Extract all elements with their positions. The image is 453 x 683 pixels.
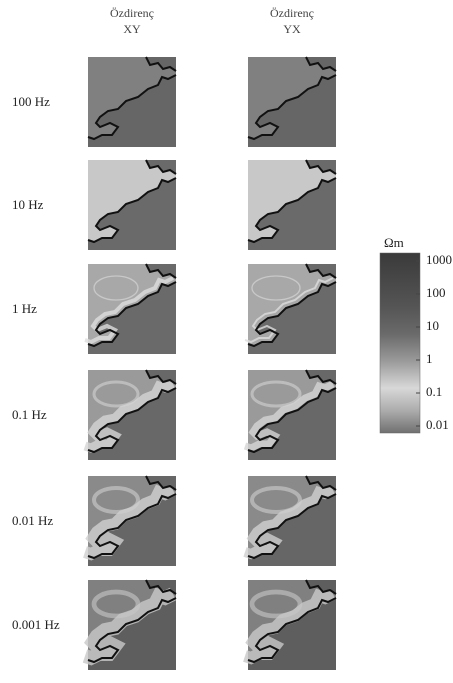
coastline bbox=[87, 281, 177, 348]
coastline bbox=[305, 475, 337, 491]
map-halo bbox=[249, 589, 303, 619]
map-halo bbox=[243, 588, 336, 665]
coastline bbox=[145, 56, 177, 72]
coastline bbox=[247, 177, 337, 244]
map-halo bbox=[243, 485, 336, 560]
coastline bbox=[145, 159, 177, 175]
resistivity-map bbox=[87, 159, 177, 250]
resistivity-map bbox=[244, 263, 337, 354]
coastline bbox=[247, 74, 337, 141]
column-component: XY bbox=[123, 22, 141, 36]
row-label: 1 Hz bbox=[12, 301, 37, 316]
coastline bbox=[247, 597, 337, 664]
colorbar-tick-label: 10 bbox=[426, 318, 439, 333]
resistivity-map bbox=[243, 369, 337, 460]
map-halo bbox=[91, 589, 141, 619]
resistivity-map bbox=[82, 579, 177, 670]
row-label: 0.01 Hz bbox=[12, 513, 53, 528]
coastline bbox=[145, 263, 177, 279]
coastline bbox=[145, 475, 177, 491]
coastline bbox=[87, 493, 177, 560]
coastline bbox=[305, 369, 337, 385]
coastline bbox=[247, 493, 337, 560]
resistivity-map bbox=[84, 263, 177, 354]
resistivity-map bbox=[243, 475, 337, 566]
colorbar-tick-label: 0.1 bbox=[426, 384, 442, 399]
coastline bbox=[247, 387, 337, 454]
map-halo bbox=[83, 484, 176, 561]
colorbar-unit: Ωm bbox=[384, 235, 404, 250]
map-halo bbox=[250, 380, 302, 408]
map-halo bbox=[244, 277, 334, 344]
resistivity-map bbox=[247, 159, 337, 250]
row-label: 10 Hz bbox=[12, 197, 44, 212]
row-label: 0.1 Hz bbox=[12, 407, 47, 422]
map-halo bbox=[84, 276, 174, 345]
coastline bbox=[87, 387, 177, 454]
coastline bbox=[87, 74, 177, 141]
row-label: 100 Hz bbox=[12, 94, 50, 109]
coastline bbox=[305, 159, 337, 175]
map-halo bbox=[93, 275, 139, 301]
resistivity-map bbox=[83, 369, 177, 460]
resistivity-map bbox=[247, 56, 337, 147]
column-title: Özdirenç bbox=[110, 6, 154, 20]
coastline bbox=[145, 369, 177, 385]
map-halo bbox=[251, 275, 301, 301]
map-halo bbox=[92, 380, 140, 408]
map-halo bbox=[82, 587, 177, 666]
coastline bbox=[305, 263, 337, 279]
colorbar-tick-label: 1 bbox=[426, 351, 433, 366]
map-halo bbox=[250, 486, 302, 514]
map-halo bbox=[92, 486, 140, 514]
row-label: 0.001 Hz bbox=[12, 617, 60, 632]
resistivity-map bbox=[87, 56, 177, 147]
coastline bbox=[87, 597, 177, 664]
coastline bbox=[145, 579, 177, 595]
coastline bbox=[87, 177, 177, 244]
coastline bbox=[247, 281, 337, 348]
colorbar-tick-label: 1000 bbox=[426, 252, 452, 267]
resistivity-map bbox=[83, 475, 177, 566]
column-title: Özdirenç bbox=[270, 6, 314, 20]
resistivity-map bbox=[243, 579, 337, 670]
colorbar bbox=[379, 252, 421, 434]
map-halo bbox=[243, 380, 335, 452]
map-halo bbox=[83, 379, 176, 453]
coastline bbox=[305, 579, 337, 595]
coastline bbox=[305, 56, 337, 72]
colorbar-tick-label: 0.01 bbox=[426, 417, 449, 432]
column-component: YX bbox=[283, 22, 301, 36]
colorbar-tick-label: 100 bbox=[426, 285, 446, 300]
